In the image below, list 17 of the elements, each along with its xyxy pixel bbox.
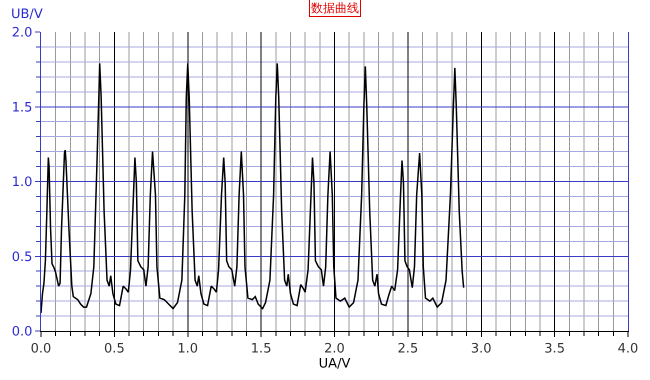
- y-tick-label: 1.0: [12, 175, 32, 190]
- x-tick-label: 1.5: [250, 342, 272, 357]
- chart-title: 数据曲线: [311, 1, 359, 15]
- x-tick-label: 0.0: [30, 342, 52, 357]
- x-tick-label: 2.0: [324, 342, 345, 357]
- x-tick-label: 1.0: [177, 342, 198, 357]
- y-tick-label: 2.0: [12, 26, 32, 41]
- y-tick-label: 1.5: [12, 100, 32, 116]
- x-tick-label: 2.5: [398, 342, 418, 357]
- x-tick-label: 4.0: [618, 342, 638, 357]
- x-tick-label: 3.0: [470, 342, 492, 357]
- x-axis-title: UA/V: [318, 356, 350, 372]
- x-tick-label: 3.5: [544, 342, 565, 357]
- y-axis-title: UB/V: [11, 7, 43, 22]
- x-tick-label: 0.5: [104, 342, 125, 357]
- y-tick-label: 0.0: [12, 324, 32, 340]
- y-tick-label: 0.5: [12, 250, 32, 265]
